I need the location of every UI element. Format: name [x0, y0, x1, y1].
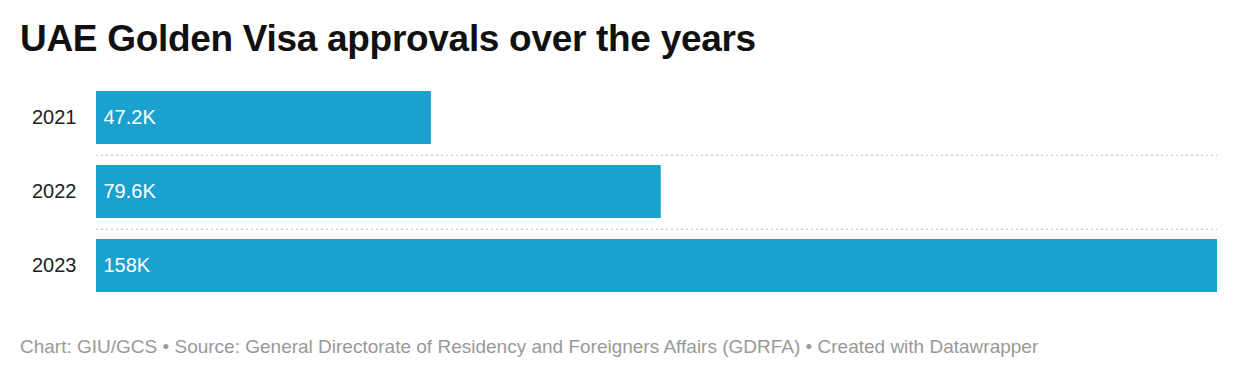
svg-text:2022: 2022	[32, 180, 77, 202]
svg-text:2023: 2023	[32, 254, 77, 276]
svg-text:2021: 2021	[32, 106, 77, 128]
svg-text:47.2K: 47.2K	[104, 106, 157, 128]
svg-text:79.6K: 79.6K	[104, 180, 157, 202]
html-text:UAE Golden Visa approvals over: UAE Golden Visa approvals over the years	[20, 18, 756, 59]
svg-text:158K: 158K	[104, 254, 151, 276]
html-text:Chart: GIU/GCS • Source: Gener: Chart: GIU/GCS • Source: General Directo…	[20, 336, 1039, 357]
